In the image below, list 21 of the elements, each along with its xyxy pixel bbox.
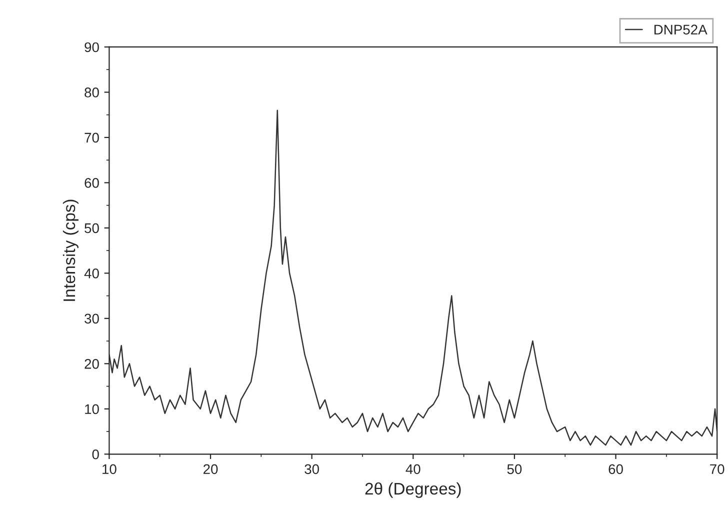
y-tick-label: 30 (84, 314, 99, 324)
y-tick-label: 50 (84, 223, 99, 234)
line-series (109, 110, 718, 446)
x-tick-label: 50 (507, 464, 522, 474)
y-tick-label: 80 (84, 88, 99, 98)
y-tick-label: 10 (85, 404, 99, 414)
y-tick-label: 0 (92, 449, 99, 460)
x-tick-label: 60 (608, 464, 623, 474)
x-tick-label: 20 (203, 464, 218, 474)
y-tick-label: 90 (84, 42, 99, 52)
x-tick-label: 70 (710, 464, 724, 474)
legend-label: DNP52A (654, 24, 708, 35)
x-tick-label: 10 (102, 464, 116, 474)
y-tick-label: 60 (84, 178, 99, 188)
y-tick-label: 20 (84, 358, 99, 369)
x-tick-label: 30 (304, 464, 320, 474)
y-tick-label: 40 (84, 268, 99, 278)
x-tick-label: 40 (406, 464, 420, 474)
y-axis-title: Intensity (cps) (62, 200, 78, 301)
x-axis-title: 2θ (Degrees) (365, 482, 461, 498)
y-tick-label: 70 (84, 132, 99, 143)
